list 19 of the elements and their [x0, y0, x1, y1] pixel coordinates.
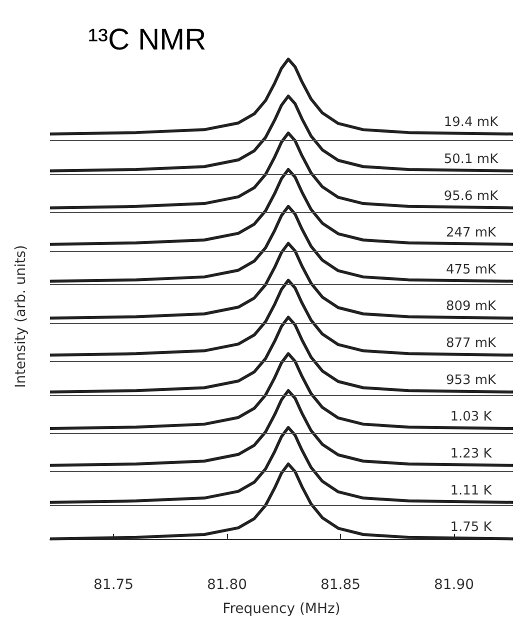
series-label: 19.4 mK — [444, 115, 499, 130]
series-label: 1.75 K — [450, 520, 492, 535]
x-tick-label: 81.90 — [434, 577, 474, 593]
series-label: 809 mK — [446, 299, 497, 314]
series-label: 1.23 K — [450, 446, 492, 462]
series-label: 1.11 K — [450, 483, 492, 498]
chart-title: ¹³C NMR — [88, 24, 206, 56]
series-label: 475 mK — [446, 262, 497, 278]
series-label: 50.1 mK — [444, 152, 499, 167]
x-tick-label: 81.85 — [320, 577, 361, 593]
series-label: 1.03 K — [450, 410, 492, 425]
x-tick-label: 81.80 — [206, 577, 248, 593]
series-label: 247 mK — [446, 225, 497, 240]
series-label: 95.6 mK — [444, 188, 499, 204]
x-tick-label: 81.75 — [94, 577, 134, 593]
y-axis-title: Intensity (arb. units) — [13, 245, 29, 388]
series-label: 877 mK — [446, 336, 497, 352]
x-axis-title: Frequency (MHz) — [222, 601, 340, 617]
series-label: 953 mK — [446, 373, 497, 388]
